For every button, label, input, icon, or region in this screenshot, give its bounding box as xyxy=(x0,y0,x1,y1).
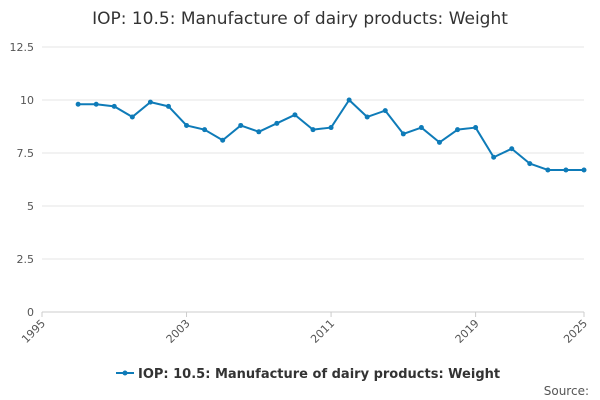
data-point[interactable] xyxy=(310,127,316,133)
data-point[interactable] xyxy=(292,112,298,118)
data-point[interactable] xyxy=(147,99,153,105)
legend-marker xyxy=(122,370,128,376)
data-point[interactable] xyxy=(202,127,208,133)
data-point[interactable] xyxy=(346,97,352,103)
data-point[interactable] xyxy=(238,122,244,128)
data-point[interactable] xyxy=(473,125,479,131)
y-tick-label: 5 xyxy=(27,200,34,213)
y-tick-label: 2.5 xyxy=(17,253,35,266)
data-point[interactable] xyxy=(545,167,551,173)
data-point[interactable] xyxy=(184,122,190,128)
x-tick-label: 2003 xyxy=(164,317,193,346)
data-point[interactable] xyxy=(256,129,262,135)
y-tick-label: 12.5 xyxy=(10,41,35,54)
series-layer xyxy=(75,97,587,173)
data-point[interactable] xyxy=(129,114,135,120)
data-point[interactable] xyxy=(220,137,226,143)
legend-label: IOP: 10.5: Manufacture of dairy products… xyxy=(138,367,500,382)
x-tick-label: 1995 xyxy=(19,317,48,346)
data-point[interactable] xyxy=(93,101,99,107)
data-point[interactable] xyxy=(75,101,81,107)
chart-title: IOP: 10.5: Manufacture of dairy products… xyxy=(92,9,508,29)
data-point[interactable] xyxy=(111,103,117,109)
data-point[interactable] xyxy=(400,131,406,137)
y-tick-label: 7.5 xyxy=(17,147,35,160)
legend[interactable]: IOP: 10.5: Manufacture of dairy products… xyxy=(116,367,500,382)
data-point[interactable] xyxy=(364,114,370,120)
y-tick-label: 10 xyxy=(20,94,34,107)
gridlines xyxy=(42,46,584,260)
data-point[interactable] xyxy=(563,167,569,173)
y-axis-ticks: 0 2.5 5 7.5 10 12.5 xyxy=(10,41,35,319)
data-point[interactable] xyxy=(328,125,334,131)
y-tick-label: 0 xyxy=(27,306,34,319)
data-point[interactable] xyxy=(165,103,171,109)
data-point[interactable] xyxy=(509,146,515,152)
x-tick-label: 2025 xyxy=(561,317,590,346)
data-point[interactable] xyxy=(274,120,280,126)
data-point[interactable] xyxy=(436,139,442,145)
x-tick-label: 2019 xyxy=(453,317,482,346)
x-tick-label: 2011 xyxy=(308,317,337,346)
source-label: Source: xyxy=(544,384,589,398)
data-point[interactable] xyxy=(581,167,587,173)
data-point[interactable] xyxy=(527,161,533,167)
x-axis-ticks: 1995 2003 2011 2019 2025 xyxy=(19,312,590,346)
data-point[interactable] xyxy=(418,125,424,131)
data-point[interactable] xyxy=(455,127,461,133)
data-point[interactable] xyxy=(382,108,388,114)
series-line xyxy=(78,99,584,171)
data-point[interactable] xyxy=(491,154,497,160)
